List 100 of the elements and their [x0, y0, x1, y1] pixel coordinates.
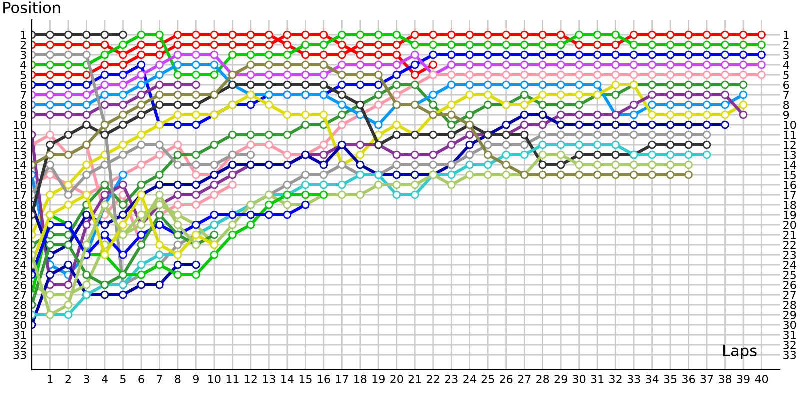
point [265, 50, 274, 60]
point [538, 130, 547, 140]
point [100, 160, 110, 170]
point [283, 50, 292, 60]
point [556, 160, 566, 170]
point [137, 50, 146, 60]
point [174, 240, 182, 250]
point [466, 90, 474, 100]
point [702, 50, 712, 60]
point [702, 90, 712, 100]
point [283, 30, 292, 40]
point [575, 140, 584, 150]
y2-tick-label: 20 [784, 220, 796, 230]
point [119, 70, 128, 80]
point [392, 90, 402, 100]
point [593, 30, 602, 40]
point [630, 110, 638, 120]
point [520, 80, 529, 90]
point [575, 30, 584, 40]
x-tick-label: 9 [193, 375, 199, 384]
point [100, 190, 110, 200]
y-tick-label: 2 [20, 40, 26, 50]
point [320, 50, 328, 60]
y-tick-label: 22 [14, 240, 26, 250]
point [119, 30, 128, 40]
point [246, 150, 256, 160]
point [648, 130, 656, 140]
point [228, 130, 237, 140]
point [137, 280, 146, 290]
point [739, 80, 748, 90]
y-tick-label: 16 [14, 180, 26, 190]
y2-tick-label: 25 [784, 270, 796, 280]
point [502, 160, 511, 170]
point [502, 60, 511, 70]
point [538, 110, 547, 120]
x-tick-label: 29 [554, 375, 568, 384]
x-tick-label: 34 [646, 375, 659, 384]
point [556, 140, 566, 150]
point [630, 70, 638, 80]
y-tick-label: 1 [21, 31, 26, 40]
point [82, 40, 91, 50]
point [174, 190, 182, 200]
point [192, 100, 200, 110]
y-tick-label: 21 [14, 230, 26, 240]
point [484, 50, 492, 60]
point [429, 30, 438, 40]
x-tick-label: 12 [245, 375, 257, 384]
point [648, 50, 656, 60]
point [301, 60, 310, 70]
point [739, 50, 748, 60]
point [648, 120, 656, 130]
point [648, 100, 656, 110]
point [556, 40, 566, 50]
point [466, 70, 474, 80]
point [137, 130, 146, 140]
point [100, 290, 110, 300]
point [466, 160, 474, 170]
x-tick-label: 26 [500, 375, 513, 384]
point [156, 100, 164, 110]
point [137, 100, 146, 110]
point [174, 90, 182, 100]
point [210, 70, 219, 80]
y2-tick-label: 5 [784, 71, 789, 80]
point [538, 170, 547, 180]
y-tick-label: 30 [14, 320, 26, 330]
point [192, 260, 200, 270]
point [739, 30, 748, 40]
point [593, 70, 602, 80]
point [612, 40, 620, 50]
point [338, 90, 346, 100]
point [666, 100, 675, 110]
point [556, 70, 566, 80]
point [374, 120, 383, 130]
point [721, 90, 730, 100]
point [192, 180, 200, 190]
point [666, 120, 675, 130]
point [283, 70, 292, 80]
point [100, 50, 110, 60]
point [320, 30, 328, 40]
point [356, 60, 365, 70]
point [137, 40, 146, 50]
y2-tick-label: 14 [784, 161, 796, 170]
point [556, 60, 566, 70]
point [666, 50, 675, 60]
point [174, 220, 182, 230]
point [338, 100, 346, 110]
point [466, 150, 474, 160]
point [739, 110, 748, 120]
point [721, 70, 730, 80]
point [100, 30, 110, 40]
point [192, 90, 200, 100]
point [520, 40, 529, 50]
point [612, 70, 620, 80]
point [556, 100, 566, 110]
point [46, 30, 54, 40]
point [556, 170, 566, 180]
point [137, 80, 146, 90]
point [575, 160, 584, 170]
point [739, 90, 748, 100]
point [447, 100, 456, 110]
